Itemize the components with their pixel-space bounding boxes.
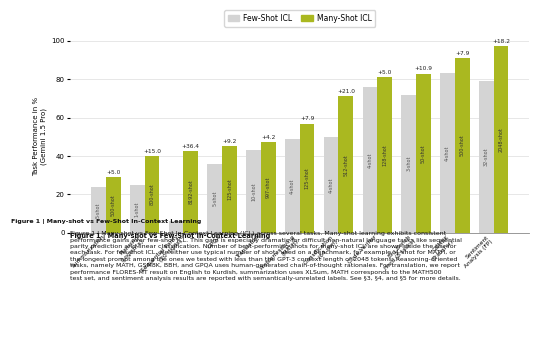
Bar (246, 150, 261, 233)
Text: 2048-shot: 2048-shot (498, 127, 503, 152)
Bar (479, 81, 494, 233)
Text: 4-shot: 4-shot (367, 152, 373, 168)
Text: 500-shot: 500-shot (460, 135, 465, 156)
Text: 4-shot: 4-shot (329, 177, 334, 192)
Bar (339, 97, 353, 233)
Text: 500-shot: 500-shot (111, 194, 116, 216)
Bar (416, 74, 431, 233)
Text: +5.0: +5.0 (377, 70, 392, 75)
Text: +15.0: +15.0 (143, 149, 161, 154)
Text: 5-shot: 5-shot (96, 202, 101, 218)
Text: 997-shot: 997-shot (266, 177, 271, 198)
Text: 50-shot: 50-shot (421, 144, 426, 163)
Text: 3-shot: 3-shot (406, 156, 411, 171)
Text: 8192-shot: 8192-shot (188, 180, 193, 204)
Text: Figure 1 | Many-shot vs Few-Shot In-Context Learning: Figure 1 | Many-shot vs Few-Shot In-Cont… (70, 233, 271, 240)
Text: Figure 1 | Many-shot vs Few-Shot In-Context Learning (ICL) across several tasks.: Figure 1 | Many-shot vs Few-Shot In-Cont… (70, 231, 462, 281)
Text: 32-shot: 32-shot (484, 148, 489, 166)
Text: +4.2: +4.2 (261, 135, 275, 140)
Bar (106, 177, 120, 233)
Text: +7.9: +7.9 (455, 51, 469, 56)
Bar (184, 151, 198, 233)
Text: Figure 1 | Many-shot vs Few-Shot In-Context Learning (ICL) across several tasks.: Figure 1 | Many-shot vs Few-Shot In-Cont… (70, 233, 540, 238)
Y-axis label: Task Performance in %
(Gemini 1.5 Pro): Task Performance in % (Gemini 1.5 Pro) (33, 97, 47, 176)
Bar (300, 123, 314, 233)
Bar (91, 187, 106, 233)
Bar (494, 46, 508, 233)
Text: 800-shot: 800-shot (150, 184, 154, 205)
Text: 5-shot: 5-shot (212, 190, 217, 206)
Text: +7.9: +7.9 (300, 116, 314, 121)
Bar (207, 164, 222, 233)
Text: 125-shot: 125-shot (227, 178, 232, 200)
Bar (377, 77, 392, 233)
Text: 1-shot: 1-shot (134, 201, 140, 217)
Text: 128-shot: 128-shot (382, 144, 387, 166)
Text: 512-shot: 512-shot (343, 154, 348, 175)
Bar (130, 185, 145, 233)
Bar (222, 146, 237, 233)
Text: +10.9: +10.9 (414, 66, 433, 71)
Bar (401, 95, 416, 233)
Bar (455, 58, 470, 233)
Bar (285, 139, 300, 233)
Text: 10-shot: 10-shot (251, 182, 256, 201)
Text: 4-shot: 4-shot (445, 146, 450, 161)
Legend: Few-Shot ICL, Many-Shot ICL: Few-Shot ICL, Many-Shot ICL (224, 10, 375, 27)
Bar (261, 142, 275, 233)
Bar (145, 156, 159, 233)
Text: 4-shot: 4-shot (290, 178, 295, 193)
Text: +18.2: +18.2 (492, 39, 510, 44)
Text: 125-shot: 125-shot (305, 167, 309, 189)
Text: Figure 1 | Many-shot vs Few-Shot In-Context Learning: Figure 1 | Many-shot vs Few-Shot In-Cont… (11, 219, 201, 224)
Text: +5.0: +5.0 (106, 170, 120, 175)
Bar (440, 73, 455, 233)
Bar (362, 87, 377, 233)
Text: +36.4: +36.4 (182, 144, 200, 149)
Text: +9.2: +9.2 (222, 139, 237, 144)
Bar (168, 221, 184, 233)
Bar (324, 137, 339, 233)
Text: +21.0: +21.0 (337, 89, 355, 94)
